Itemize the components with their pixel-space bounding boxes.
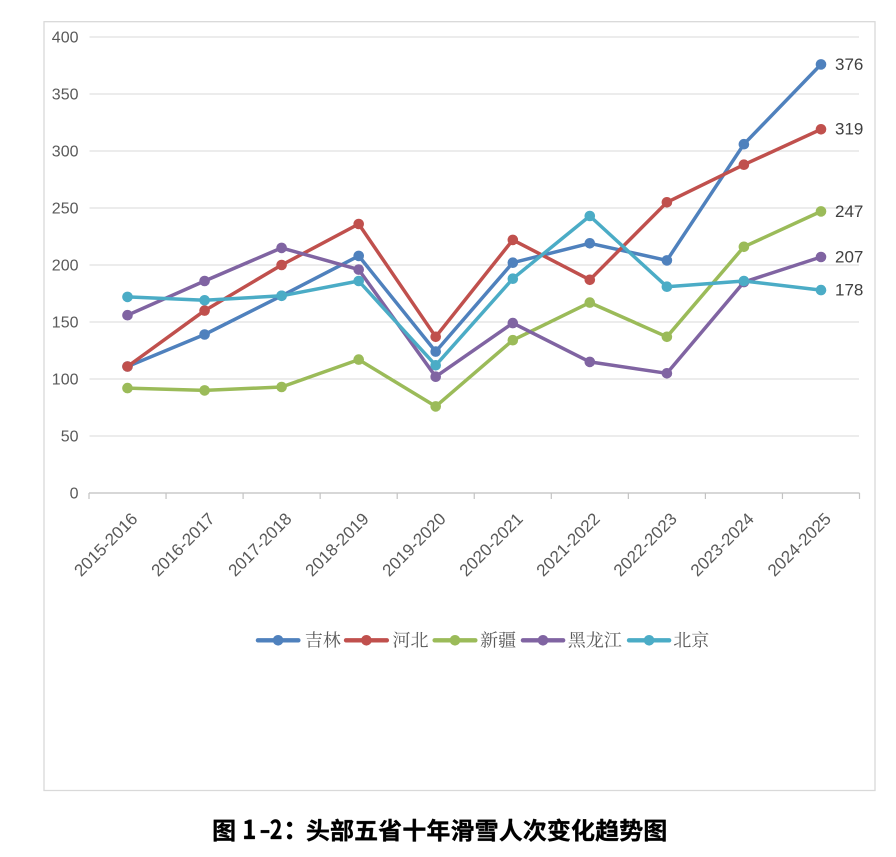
svg-text:100: 100: [52, 371, 79, 388]
svg-text:319: 319: [835, 120, 863, 139]
svg-text:178: 178: [835, 281, 863, 300]
svg-text:376: 376: [835, 55, 863, 74]
svg-text:250: 250: [52, 200, 79, 217]
svg-text:207: 207: [835, 247, 863, 266]
svg-text:350: 350: [52, 86, 79, 103]
svg-text:150: 150: [52, 314, 79, 331]
svg-text:50: 50: [61, 428, 79, 445]
svg-text:247: 247: [835, 202, 863, 221]
svg-text:300: 300: [52, 143, 79, 160]
svg-text:400: 400: [52, 29, 79, 46]
svg-text:200: 200: [52, 257, 79, 274]
svg-text:0: 0: [70, 485, 79, 502]
